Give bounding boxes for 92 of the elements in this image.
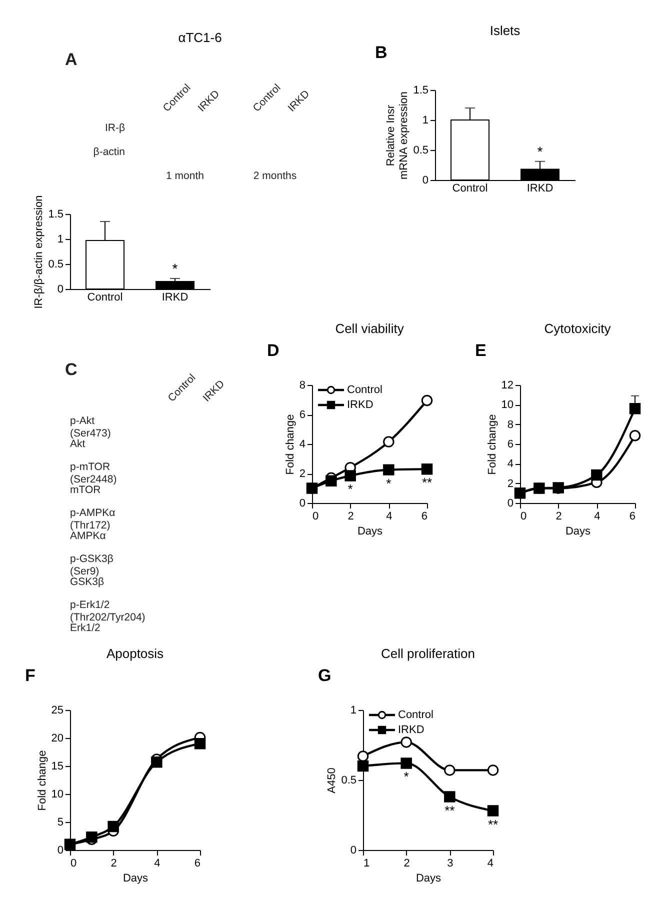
legend-label: IRKD: [347, 399, 374, 411]
text: B: [375, 43, 388, 62]
legend-label: Control: [398, 709, 434, 721]
x-tick-label: 2: [556, 510, 562, 522]
text: αTC1-6: [178, 30, 222, 45]
annotation: *: [537, 143, 544, 160]
y-tick-label: 10: [501, 399, 514, 412]
x-axis-title: Days: [122, 872, 149, 884]
text: C: [65, 360, 78, 379]
text: AMPKα: [70, 530, 106, 542]
y-tick-label: 1.5: [413, 84, 428, 96]
y-axis-title: A450: [326, 768, 338, 794]
x-tick-label: 2: [110, 858, 117, 870]
text: p-Akt (Ser473): [70, 415, 111, 440]
text: G: [318, 666, 332, 685]
text: E: [475, 341, 486, 360]
annotation: *: [404, 769, 409, 784]
text: D: [267, 341, 280, 360]
y-tick-label: 0: [350, 844, 356, 856]
text: Akt: [70, 438, 86, 450]
y-tick-label: 0: [507, 498, 514, 510]
y-tick-label: 8: [299, 380, 306, 392]
y-axis-title: Fold change: [284, 414, 296, 475]
y-tick-label: 0: [422, 174, 428, 186]
annotation: **: [444, 802, 455, 818]
text: Erk1/2: [70, 622, 101, 634]
y-tick-label: 10: [51, 788, 64, 800]
y-tick-label: 0: [299, 498, 306, 510]
y-tick-label: 0: [57, 284, 64, 296]
text: 2 months: [253, 170, 297, 182]
y-tick-label: 2: [507, 478, 514, 490]
x-tick-label: 0: [520, 510, 527, 522]
y-tick-label: 0.5: [413, 144, 428, 156]
text: GSK3β: [70, 576, 104, 588]
chart-title: Islets: [490, 23, 521, 38]
x-tick-label: 4: [154, 858, 160, 870]
y-axis-title: Relative Insr mRNA expression: [385, 91, 410, 180]
y-tick-label: 2: [299, 468, 306, 480]
legend-label: Control: [347, 384, 382, 396]
x-tick-label: 4: [386, 510, 392, 522]
x-axis-title: Days: [565, 526, 592, 538]
y-tick-label: 12: [501, 380, 514, 392]
chart-title: Cell viability: [335, 321, 404, 336]
x-tick-label: 0: [70, 858, 77, 870]
y-tick-label: 1: [350, 704, 356, 716]
legend-label: IRKD: [398, 724, 424, 736]
y-tick-label: 15: [51, 760, 64, 772]
text: F: [25, 666, 36, 685]
x-tick-label: 0: [312, 510, 319, 522]
y-tick-label: 0.5: [48, 258, 64, 270]
annotation: *: [172, 260, 178, 276]
y-tick-label: 5: [57, 816, 64, 828]
x-axis-title: Days: [357, 526, 384, 538]
y-axis-title: IR-β/β-actin expression: [33, 195, 46, 309]
y-tick-label: 8: [507, 418, 514, 431]
y-axis-title: Fold change: [36, 750, 48, 811]
y-tick-label: 20: [51, 732, 64, 744]
text: β-actin: [93, 146, 126, 158]
x-tick-label: 4: [594, 510, 600, 522]
y-axis-title: Fold change: [486, 414, 498, 475]
text: IR-β: [104, 122, 125, 134]
x-tick-label: 6: [194, 858, 200, 870]
text: A: [65, 50, 78, 69]
y-tick-label: 1: [57, 234, 64, 246]
text: p-mTOR (Ser2448): [70, 461, 117, 486]
text: mTOR: [70, 484, 102, 496]
annotation: **: [488, 816, 498, 832]
x-tick-label: 1: [364, 858, 370, 870]
x-axis-title: Days: [416, 872, 442, 884]
chart-title: Cell proliferation: [381, 646, 475, 661]
text: p-AMPKα (Thr172): [70, 507, 116, 532]
y-tick-label: 0.5: [341, 774, 356, 786]
annotation: *: [348, 482, 353, 497]
y-tick-label: 0: [57, 844, 64, 856]
text: p-Erk1/2 (Thr202/Tyr204): [70, 599, 146, 624]
text: p-GSK3β (Ser9): [70, 553, 114, 578]
y-tick-label: 6: [299, 409, 306, 421]
annotation: **: [422, 475, 432, 490]
y-tick-label: 1.5: [48, 208, 64, 220]
y-tick-label: 4: [299, 438, 306, 450]
x-tick-label: 4: [487, 858, 494, 870]
y-tick-label: 6: [507, 438, 514, 450]
x-tick-label: 2: [404, 858, 410, 870]
y-tick-label: 25: [51, 704, 64, 716]
y-tick-label: 4: [507, 458, 514, 470]
annotation: *: [386, 476, 392, 491]
chart-title: Cytotoxicity: [544, 321, 612, 336]
x-tick-label: 3: [447, 858, 454, 870]
x-tick-label: 6: [629, 510, 636, 522]
y-tick-label: 1: [422, 114, 428, 126]
text: 1 month: [166, 170, 204, 182]
chart-title: Apoptosis: [106, 646, 164, 661]
